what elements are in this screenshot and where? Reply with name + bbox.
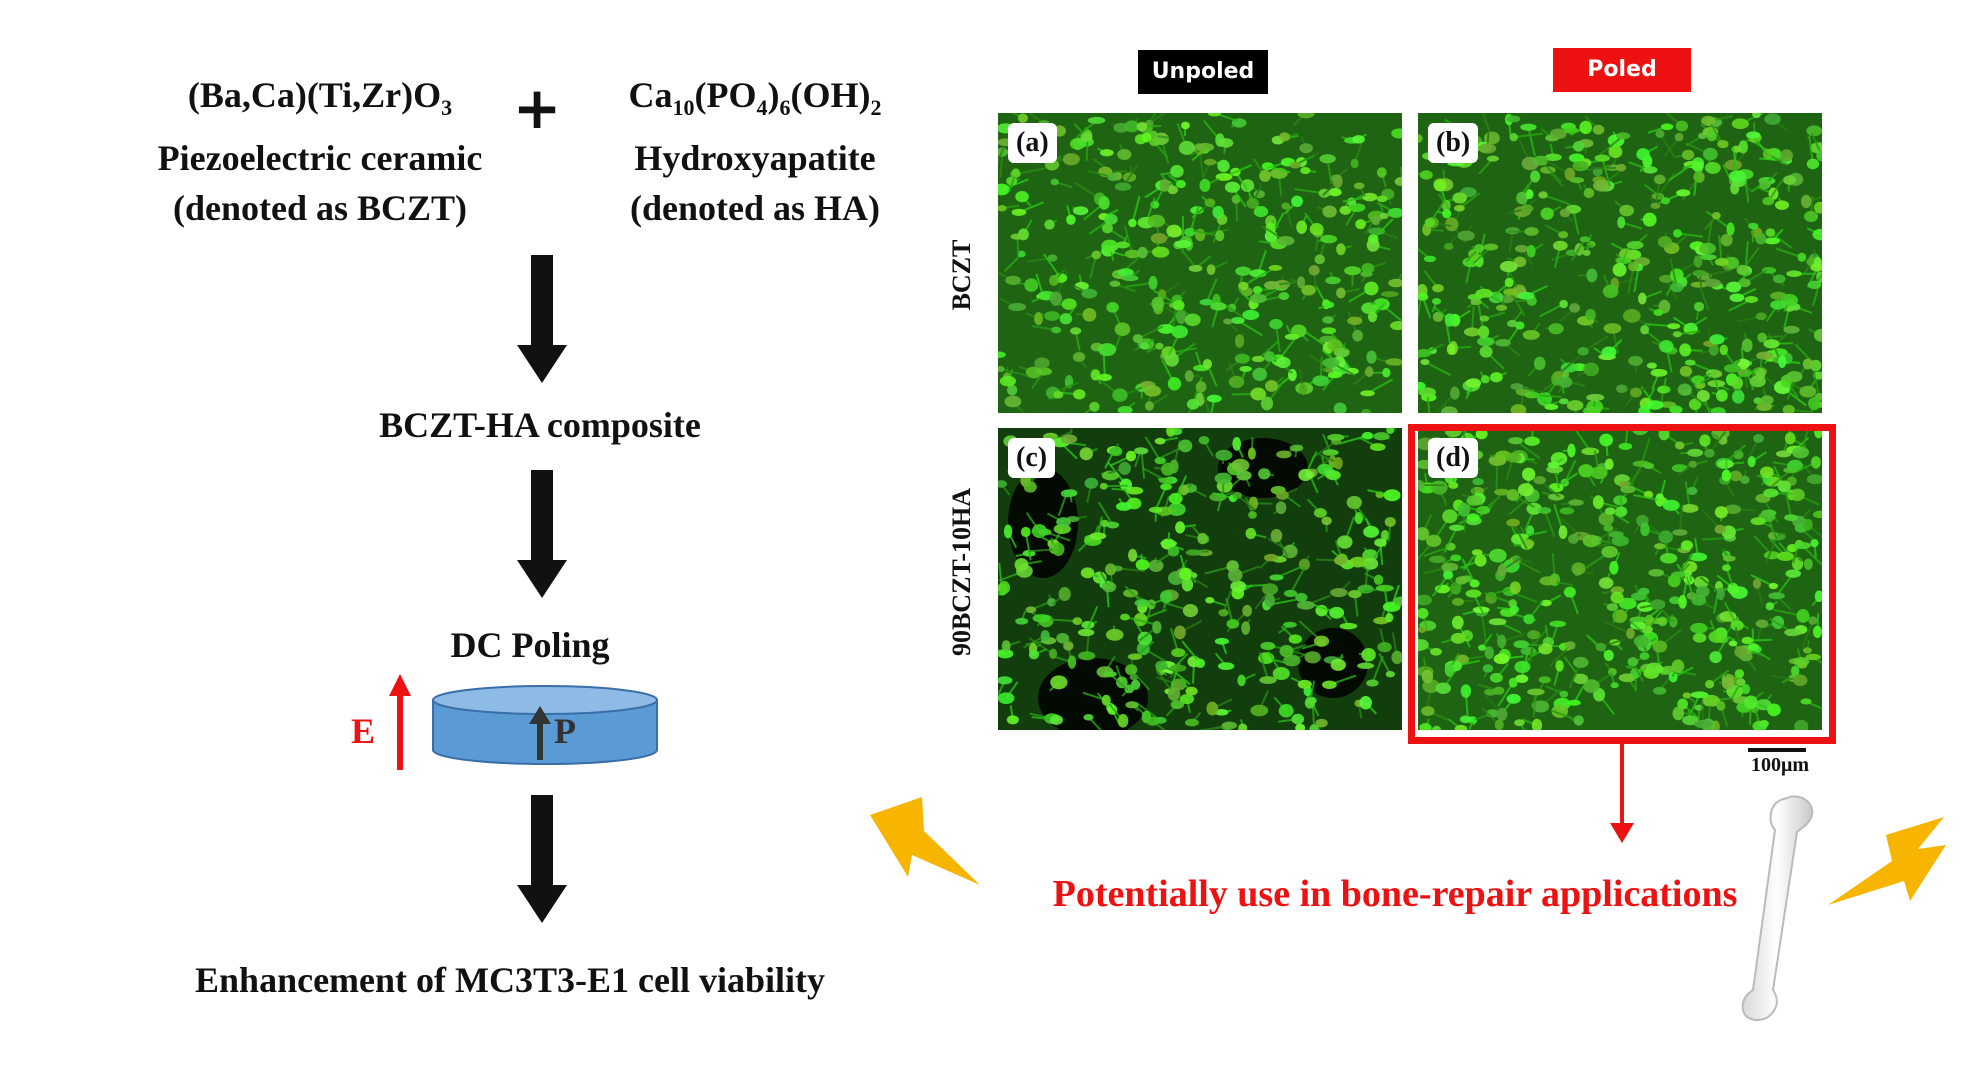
micrograph-a: (a) [998, 113, 1402, 413]
down-arrow-icon [1610, 737, 1634, 843]
bone-icon [1741, 795, 1814, 1021]
micrograph-c: (c) [998, 428, 1402, 730]
poling-label: DC Poling [450, 625, 610, 665]
bczt-denoted: (denoted as BCZT) [172, 188, 468, 229]
scale-bar [1748, 748, 1806, 752]
bczt-block: (Ba,Ca)(Ti,Zr)O3 Piezoelectric ceramic (… [120, 70, 520, 233]
conclusion-text: Potentially use in bone-repair applicati… [1052, 873, 1738, 915]
panel-tag-b: (b) [1428, 123, 1479, 163]
col-header-poled: Poled [1553, 48, 1691, 92]
lightning-icon [870, 797, 980, 885]
micrograph-d: (d) [1418, 428, 1822, 730]
panel-tag-d: (d) [1428, 438, 1479, 478]
field-up-arrow-icon [389, 674, 411, 770]
ha-formula: Ca10(PO4)6(OH)2 [628, 75, 882, 121]
ha-denoted: (denoted as HA) [630, 188, 880, 229]
plus-icon: + [512, 74, 562, 142]
lightning-icon [1828, 817, 1946, 905]
field-label: E [350, 711, 375, 751]
bczt-name: Piezoelectric ceramic [157, 138, 483, 179]
col-header-unpoled: Unpoled [1138, 50, 1268, 94]
result-label: Enhancement of MC3T3-E1 cell viability [195, 960, 825, 1000]
composite-label: BCZT-HA composite [379, 405, 701, 445]
bczt-formula: (Ba,Ca)(Ti,Zr)O3 [187, 75, 453, 121]
scale-bar-label: 100μm [1751, 754, 1809, 776]
micrograph-b: (b) [1418, 113, 1822, 413]
highlight-frame [1408, 424, 1836, 744]
ha-name: Hydroxyapatite [634, 138, 876, 179]
panel-tag-a: (a) [1008, 123, 1057, 163]
polarization-label: P [554, 711, 576, 751]
row-label-90bczt-10ha: 90BCZT-10HA [947, 487, 976, 657]
ha-block: Ca10(PO4)6(OH)2 Hydroxyapatite (denoted … [575, 70, 935, 233]
row-label-bczt: BCZT [947, 239, 976, 311]
poling-disc-icon [432, 685, 658, 765]
panel-tag-c: (c) [1008, 438, 1056, 478]
